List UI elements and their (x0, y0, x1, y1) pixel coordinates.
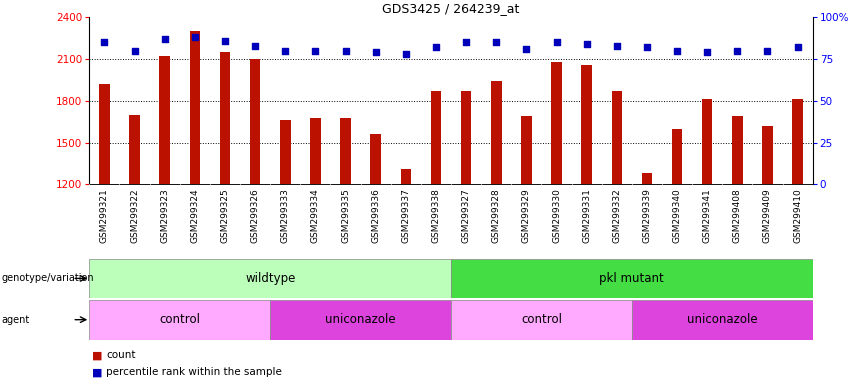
Bar (631, 300, 813, 340)
Text: GSM299333: GSM299333 (281, 188, 289, 243)
Bar (732, 116, 743, 184)
Bar (89, 259, 451, 298)
Point (429, 44, 443, 50)
Point (580, 41, 593, 47)
Point (278, 48, 292, 54)
Bar (642, 173, 652, 184)
Bar (220, 52, 231, 184)
Text: GSM299327: GSM299327 (461, 188, 471, 243)
Point (158, 36, 172, 42)
Text: GSM299340: GSM299340 (672, 188, 682, 243)
Text: GSM299330: GSM299330 (552, 188, 561, 243)
Text: GSM299339: GSM299339 (643, 188, 651, 243)
Point (218, 38, 231, 44)
Text: GSM299324: GSM299324 (191, 188, 199, 243)
Bar (271, 300, 451, 340)
Text: GSM299341: GSM299341 (703, 188, 711, 243)
Bar (451, 259, 813, 298)
Bar (401, 169, 411, 184)
Point (339, 48, 352, 54)
Text: GSM299331: GSM299331 (582, 188, 591, 243)
Bar (792, 99, 802, 184)
Point (128, 48, 141, 54)
Bar (762, 126, 773, 184)
Text: GSM299338: GSM299338 (431, 188, 441, 243)
Bar (551, 62, 562, 184)
Bar (702, 99, 712, 184)
Text: GSM299334: GSM299334 (311, 188, 320, 243)
Text: GSM299325: GSM299325 (220, 188, 230, 243)
Point (610, 43, 624, 49)
Bar (451, 300, 631, 340)
Point (489, 39, 503, 45)
Bar (310, 118, 321, 184)
Bar (89, 300, 271, 340)
Text: GSM299336: GSM299336 (371, 188, 380, 243)
Point (98, 39, 111, 45)
Point (520, 46, 534, 52)
Text: GSM299329: GSM299329 (522, 188, 531, 243)
Text: uniconazole: uniconazole (687, 313, 757, 326)
Bar (280, 120, 290, 184)
Bar (340, 118, 351, 184)
Text: ■: ■ (92, 367, 102, 377)
Point (671, 48, 684, 54)
Text: GSM299337: GSM299337 (402, 188, 410, 243)
Point (460, 39, 473, 45)
Text: ■: ■ (92, 350, 102, 360)
Bar (612, 91, 622, 184)
Text: uniconazole: uniconazole (325, 313, 396, 326)
Text: pkl mutant: pkl mutant (599, 272, 665, 285)
Text: control: control (521, 313, 562, 326)
Point (761, 48, 774, 54)
Text: genotype/variation: genotype/variation (2, 273, 94, 283)
Bar (521, 116, 532, 184)
Bar (100, 84, 110, 184)
Text: agent: agent (2, 314, 30, 325)
Text: GSM299323: GSM299323 (160, 188, 169, 243)
Text: GSM299332: GSM299332 (613, 188, 621, 243)
Point (640, 44, 654, 50)
Text: wildtype: wildtype (245, 272, 295, 285)
Text: percentile rank within the sample: percentile rank within the sample (106, 367, 283, 377)
Point (399, 51, 413, 57)
Text: GSM299322: GSM299322 (130, 188, 139, 243)
Title: GDS3425 / 264239_at: GDS3425 / 264239_at (382, 2, 520, 15)
Text: control: control (159, 313, 200, 326)
Bar (370, 134, 381, 184)
Bar (190, 31, 200, 184)
Text: GSM299328: GSM299328 (492, 188, 500, 243)
Text: GSM299326: GSM299326 (251, 188, 260, 243)
Bar (581, 65, 592, 184)
Point (700, 49, 714, 55)
Text: GSM299409: GSM299409 (763, 188, 772, 243)
Point (791, 44, 804, 50)
Bar (159, 56, 170, 184)
Text: GSM299321: GSM299321 (100, 188, 109, 243)
Point (550, 39, 563, 45)
Point (188, 34, 202, 40)
Point (309, 48, 323, 54)
Text: count: count (106, 350, 136, 360)
Bar (129, 115, 140, 184)
Text: GSM299335: GSM299335 (341, 188, 350, 243)
Point (248, 43, 262, 49)
Bar (461, 91, 471, 184)
Bar (671, 129, 683, 184)
Point (368, 49, 382, 55)
Point (730, 48, 744, 54)
Text: GSM299410: GSM299410 (793, 188, 802, 243)
Bar (250, 59, 260, 184)
Text: GSM299408: GSM299408 (733, 188, 742, 243)
Bar (491, 81, 501, 184)
Bar (431, 91, 441, 184)
